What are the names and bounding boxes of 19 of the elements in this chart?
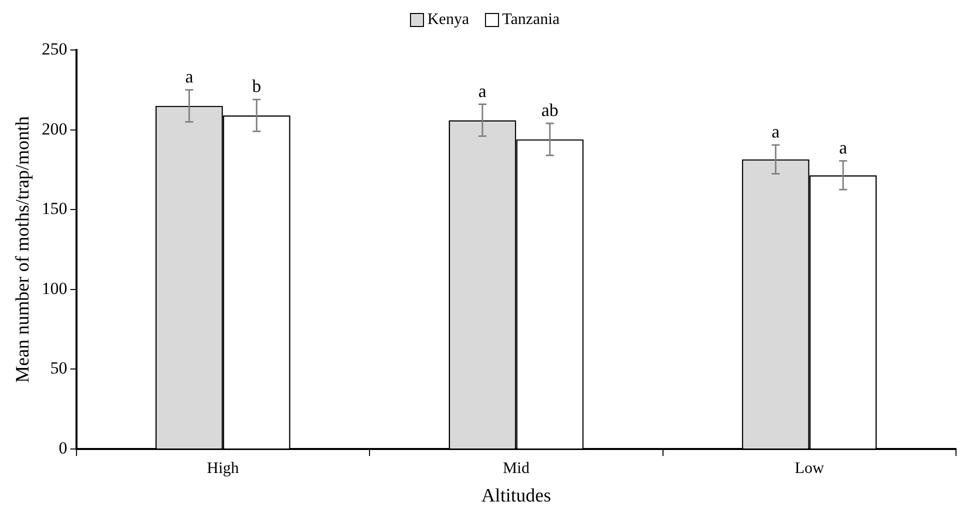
annotation: a	[772, 122, 780, 142]
y-axis-title: Mean number of moths/trap/month	[12, 116, 34, 383]
x-tick-label: High	[206, 460, 239, 477]
x-tick-label: Low	[794, 460, 824, 477]
annotation: a	[185, 66, 194, 87]
y-tick-label: 200	[42, 119, 68, 138]
x-axis-title: Altitudes	[481, 486, 551, 507]
legend-label: Kenya	[427, 11, 470, 29]
y-tick-label: 150	[42, 199, 68, 218]
annotation: ab	[541, 100, 558, 120]
y-tick-label: 0	[58, 438, 68, 458]
y-tick-label: 50	[50, 358, 68, 378]
y-tick-label: 250	[42, 39, 68, 58]
y-tick-label: 100	[42, 278, 68, 298]
annotation: a	[839, 138, 848, 158]
annotation: b	[252, 76, 262, 96]
legend-label: Tanzania	[502, 11, 560, 29]
x-tick-label: Mid	[502, 460, 530, 477]
annotation: a	[478, 81, 486, 101]
